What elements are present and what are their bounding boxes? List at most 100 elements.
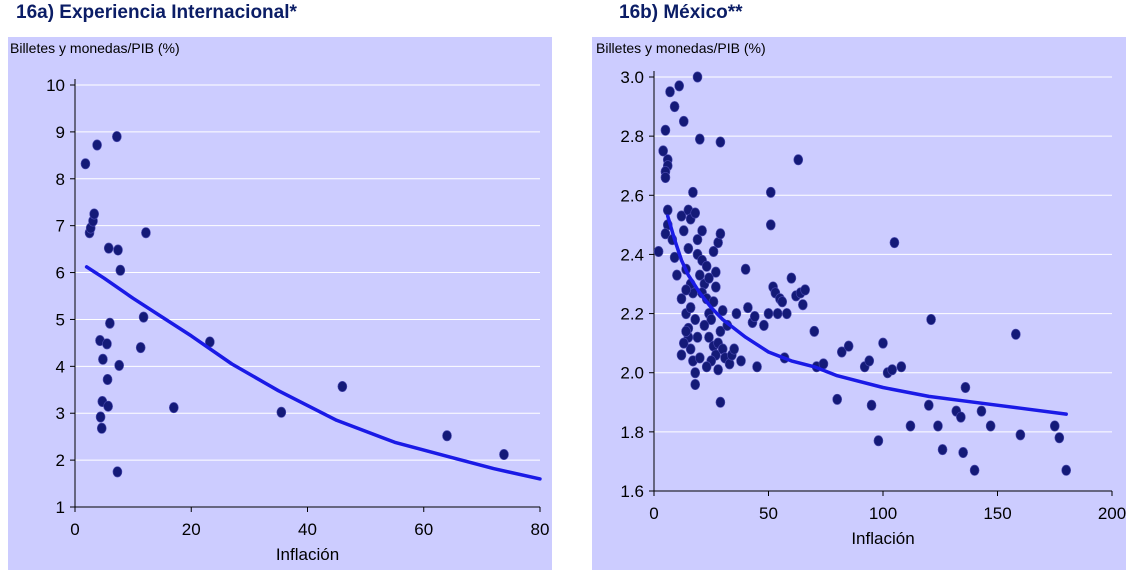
data-point	[715, 396, 726, 408]
y-tick-label: 10	[46, 76, 65, 95]
data-point	[692, 331, 703, 343]
plot-background	[8, 37, 552, 570]
data-point	[1015, 429, 1026, 441]
data-point	[113, 244, 123, 256]
y-tick-label: 7	[56, 217, 65, 236]
data-point	[711, 281, 721, 293]
data-point	[701, 361, 712, 373]
data-point	[676, 210, 687, 222]
data-point	[873, 435, 884, 447]
data-point	[777, 296, 788, 308]
trend-line	[84, 265, 542, 481]
data-point	[678, 337, 689, 349]
data-point	[713, 364, 723, 376]
data-point	[169, 402, 179, 414]
y-tick-label: 2	[56, 451, 65, 470]
data-point	[708, 296, 719, 308]
y-tick-label: 2.8	[620, 127, 644, 146]
data-point	[864, 355, 875, 367]
data-point	[800, 284, 810, 296]
data-point	[674, 80, 684, 92]
data-point	[80, 158, 91, 170]
y-tick-label: 2.0	[620, 364, 644, 383]
data-point	[843, 340, 854, 352]
data-point	[759, 319, 769, 331]
data-point	[115, 264, 126, 276]
data-point	[832, 393, 842, 405]
y-tick-label: 2.6	[620, 186, 644, 205]
y-tick-label: 1.8	[620, 423, 644, 442]
data-point	[786, 272, 797, 284]
data-point	[92, 139, 102, 151]
data-point	[740, 263, 751, 275]
data-point	[701, 260, 712, 272]
x-tick-label: 20	[182, 520, 201, 539]
data-point	[772, 308, 783, 320]
chart-a-title: 16a) Experiencia Internacional*	[16, 2, 297, 23]
y-tick-label: 5	[56, 310, 65, 329]
data-point	[1011, 328, 1021, 340]
plot-background	[592, 37, 1126, 570]
data-point	[923, 399, 934, 411]
data-point	[743, 302, 753, 314]
data-point	[729, 343, 739, 355]
data-point	[889, 237, 900, 249]
data-point	[681, 325, 691, 337]
data-point	[905, 420, 916, 432]
data-point	[695, 352, 705, 364]
data-point	[690, 379, 701, 391]
data-point	[752, 361, 762, 373]
data-point	[715, 136, 726, 148]
chart-a: Billetes y monedas/PIB (%) 1 2 3 4 5 6 7 8 9 10 0 20…	[8, 37, 552, 570]
y-tick-label: 4	[56, 357, 65, 376]
y-tick-label: 2.4	[620, 245, 644, 264]
data-point	[711, 266, 721, 278]
data-point	[765, 219, 776, 231]
y-axis-label: Billetes y monedas/PIB (%)	[596, 40, 766, 56]
data-point	[688, 186, 698, 198]
data-point	[809, 325, 820, 337]
x-tick-label: 60	[414, 520, 433, 539]
x-tick-label: 40	[298, 520, 317, 539]
x-axis-label: Inflación	[276, 545, 339, 564]
data-point	[676, 293, 687, 305]
data-point	[708, 245, 719, 257]
data-point	[672, 269, 682, 281]
data-point	[706, 313, 717, 325]
data-point	[715, 325, 726, 337]
x-tick-label: 80	[531, 520, 550, 539]
data-point	[1061, 464, 1072, 476]
y-tick-label: 8	[56, 170, 65, 189]
data-point	[678, 115, 689, 127]
data-point	[793, 154, 804, 166]
data-point	[660, 228, 671, 240]
data-point	[89, 208, 99, 220]
data-point	[662, 204, 673, 216]
data-point	[98, 353, 108, 365]
data-point	[685, 343, 696, 355]
trend-line	[665, 214, 1068, 416]
data-point	[105, 317, 115, 329]
data-point	[103, 242, 114, 254]
y-tick-label: 1.6	[620, 482, 644, 501]
data-point	[692, 71, 703, 83]
data-point	[112, 131, 122, 143]
y-tick-label: 6	[56, 264, 65, 283]
data-point	[704, 331, 714, 343]
data-point	[690, 207, 701, 219]
data-point	[683, 243, 694, 255]
x-tick-label: 100	[869, 504, 897, 523]
data-point	[669, 101, 680, 113]
data-point	[699, 319, 710, 331]
chart-b-title: 16b) México**	[619, 2, 743, 23]
x-tick-label: 0	[70, 520, 79, 539]
data-point	[141, 227, 151, 239]
data-point	[717, 305, 728, 317]
data-point	[956, 411, 966, 423]
data-point	[690, 313, 701, 325]
x-tick-label: 0	[649, 504, 658, 523]
data-point	[836, 346, 847, 358]
data-point	[102, 338, 112, 350]
data-point	[896, 361, 907, 373]
y-tick-label: 3	[56, 404, 65, 423]
